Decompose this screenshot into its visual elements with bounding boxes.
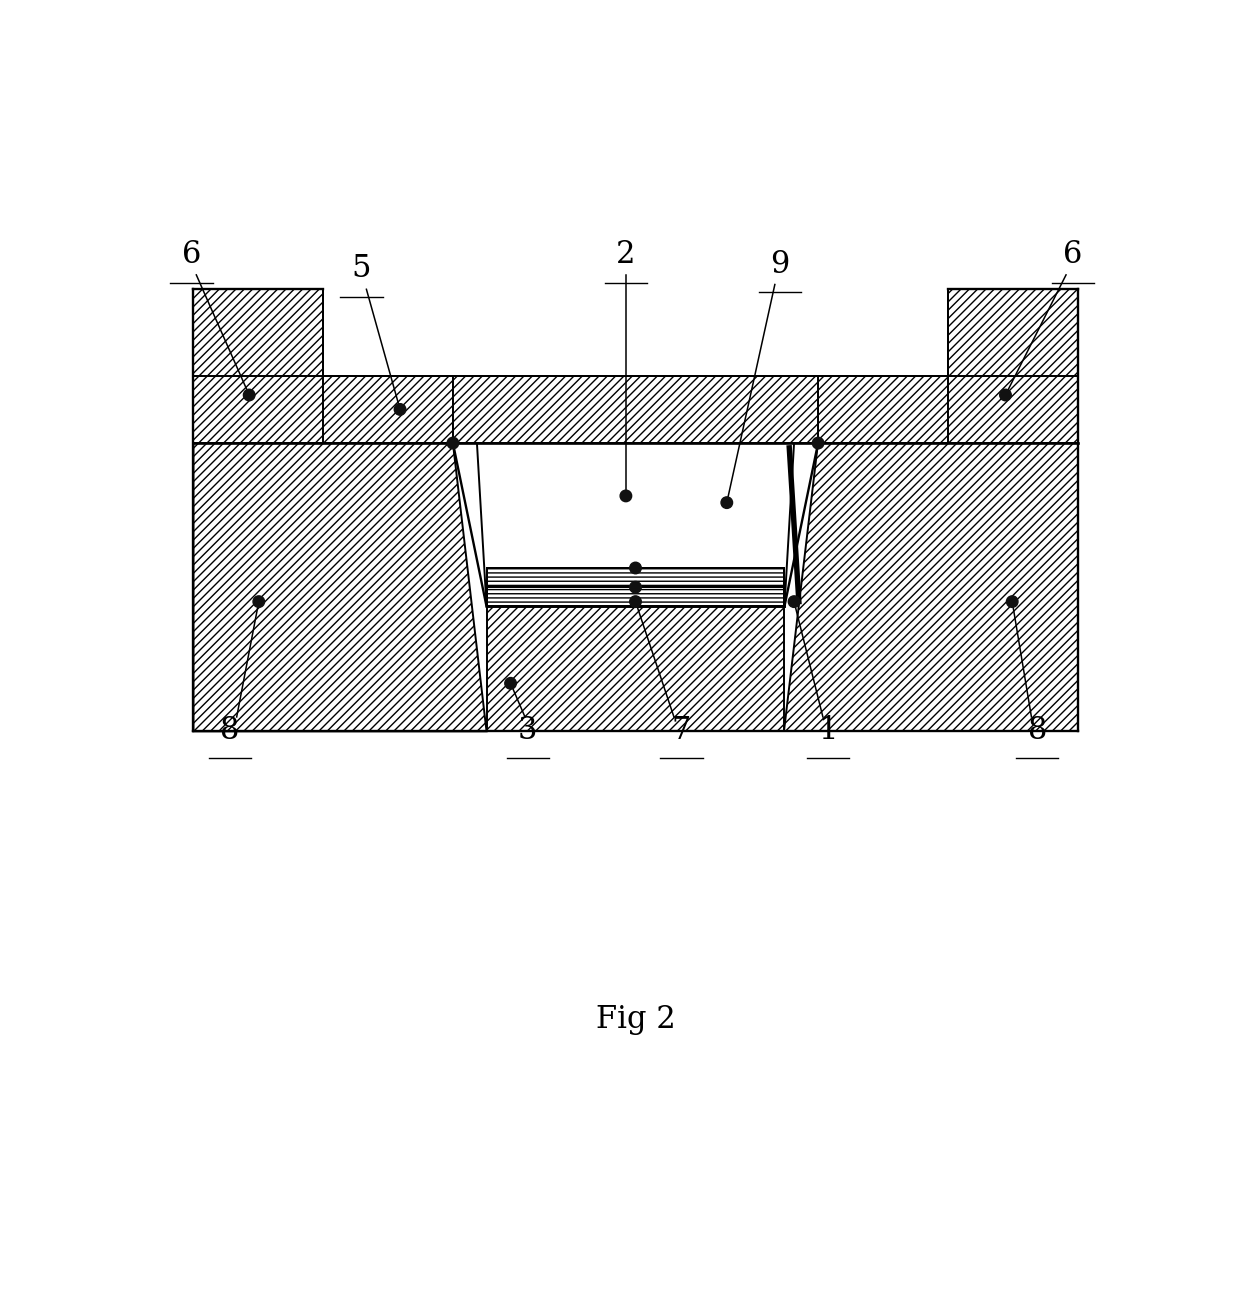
Circle shape xyxy=(448,437,459,448)
Circle shape xyxy=(812,437,823,448)
Polygon shape xyxy=(947,289,1078,443)
Polygon shape xyxy=(818,376,1078,443)
Text: 6: 6 xyxy=(1063,238,1083,270)
Circle shape xyxy=(720,496,733,508)
Circle shape xyxy=(505,678,516,689)
Polygon shape xyxy=(785,443,1078,731)
Text: 7: 7 xyxy=(672,715,692,745)
Circle shape xyxy=(1007,596,1018,608)
Text: 5: 5 xyxy=(352,254,371,285)
Text: 3: 3 xyxy=(518,715,538,745)
Polygon shape xyxy=(193,289,324,443)
Circle shape xyxy=(253,596,264,608)
Polygon shape xyxy=(193,376,453,443)
Polygon shape xyxy=(486,607,785,731)
Circle shape xyxy=(999,389,1012,400)
Circle shape xyxy=(620,490,631,502)
Polygon shape xyxy=(486,587,785,607)
Polygon shape xyxy=(486,568,785,587)
Text: 8: 8 xyxy=(1028,715,1047,745)
Text: 2: 2 xyxy=(616,238,636,270)
Text: 9: 9 xyxy=(770,249,790,280)
Polygon shape xyxy=(193,443,486,731)
Text: 6: 6 xyxy=(182,238,201,270)
Text: 1: 1 xyxy=(818,715,837,745)
Circle shape xyxy=(789,596,800,608)
Polygon shape xyxy=(453,376,818,443)
Circle shape xyxy=(630,582,641,594)
Circle shape xyxy=(630,562,641,574)
Circle shape xyxy=(243,389,255,400)
Text: 8: 8 xyxy=(221,715,239,745)
Circle shape xyxy=(394,403,405,415)
Circle shape xyxy=(630,596,641,608)
Text: Fig 2: Fig 2 xyxy=(595,1004,676,1036)
